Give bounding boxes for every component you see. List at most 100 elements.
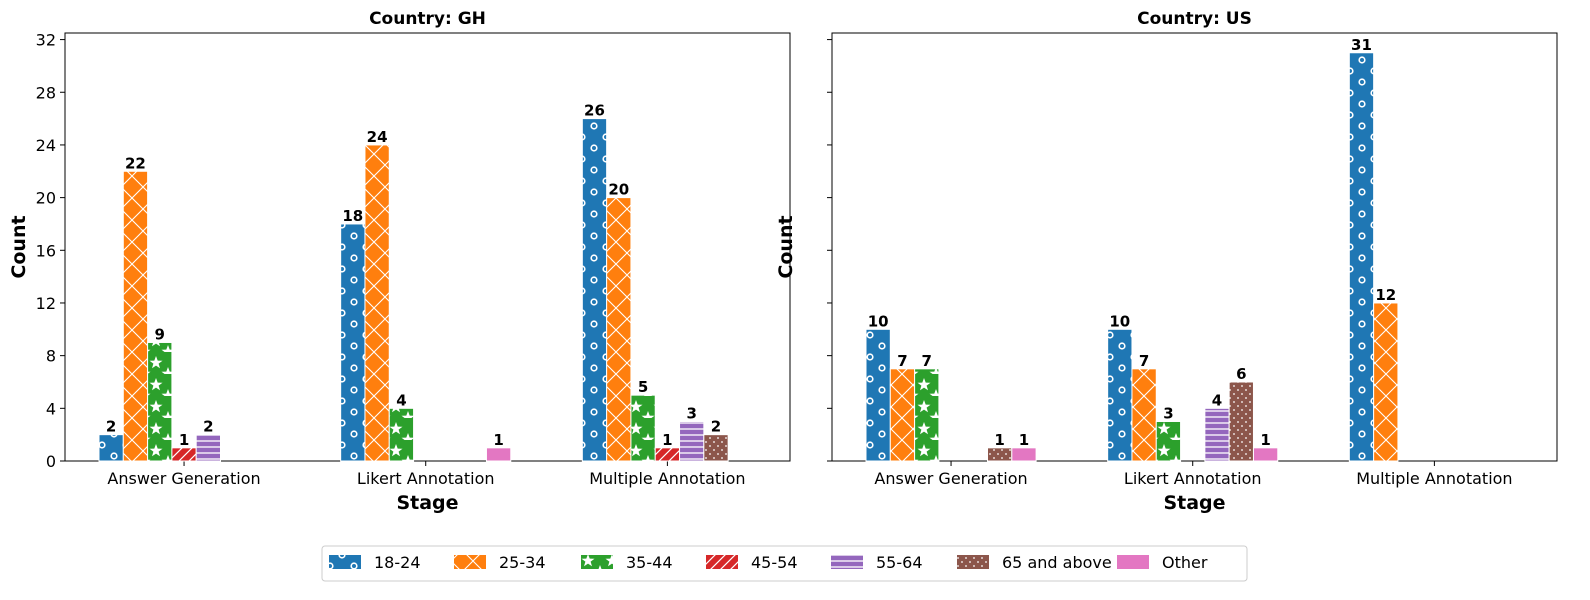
panel-title: Country: GH xyxy=(369,9,486,29)
plot-frame xyxy=(831,32,1558,462)
y-tick-label: 8 xyxy=(46,347,56,366)
data-label: 4 xyxy=(1212,391,1222,409)
bar-18-24-answer-generation xyxy=(865,328,891,462)
bar-other-likert-annotation xyxy=(1252,447,1279,462)
bar-hatch xyxy=(655,447,680,461)
legend: 18-24 25-34 35-44 45-54 55-64 65 and above Oth… xyxy=(321,545,1248,582)
legend-label: 18-24 xyxy=(374,553,421,572)
bar-55-64-answer-generation xyxy=(195,434,221,462)
y-axis-label: Count xyxy=(8,215,30,278)
data-label: 1 xyxy=(1019,431,1029,449)
bar-65-and-above-multiple-annotation xyxy=(703,434,729,462)
bar-hatch xyxy=(147,342,172,461)
bar-hatch xyxy=(1156,421,1181,461)
y-tick-label: 24 xyxy=(36,136,56,155)
bar-25-34-likert-annotation xyxy=(364,144,390,462)
bar-edge xyxy=(195,434,221,462)
y-tick-label: 4 xyxy=(46,399,56,418)
bar-edge xyxy=(364,144,390,462)
data-label: 1 xyxy=(493,431,503,449)
y-tick-label: 20 xyxy=(36,189,56,208)
legend-label: 25-34 xyxy=(499,553,546,572)
data-label: 7 xyxy=(897,352,907,370)
data-label: 10 xyxy=(868,312,889,330)
legend-label: Other xyxy=(1162,553,1208,572)
bar-55-64-likert-annotation xyxy=(1204,407,1230,462)
legend-swatch-hatch xyxy=(581,555,613,569)
bar-edge xyxy=(485,447,512,462)
bar-hatch xyxy=(1349,52,1374,461)
bar-25-34-multiple-annotation xyxy=(606,197,632,462)
bar-edge xyxy=(1131,368,1157,462)
bar-35-44-likert-annotation xyxy=(388,407,415,462)
x-axis-label: Stage xyxy=(396,492,458,514)
bar-hatch xyxy=(340,223,365,461)
bar-hatch xyxy=(582,118,607,461)
bar-hatch xyxy=(703,434,729,461)
data-label: 3 xyxy=(1163,404,1173,422)
bar-65-and-above-answer-generation xyxy=(987,447,1013,462)
bar-other-answer-generation xyxy=(1011,447,1037,462)
legend-entry-55-64: 55-64 xyxy=(831,553,923,572)
y-tick-label: 32 xyxy=(36,31,56,50)
bar-hatch xyxy=(630,395,656,461)
x-axis-label: Stage xyxy=(1163,492,1225,514)
panel-country-us: Country: US Count Stage Answer Generation 10… xyxy=(775,9,1558,514)
bar-fill xyxy=(1253,447,1278,461)
bar-edge xyxy=(388,407,415,462)
bar-hatch xyxy=(606,197,631,461)
data-label: 2 xyxy=(203,418,213,436)
data-label: 22 xyxy=(125,154,146,172)
x-tick-label: Likert Annotation xyxy=(1124,469,1262,488)
bar-hatch xyxy=(914,368,939,461)
bar-hatch xyxy=(1229,381,1254,461)
legend-label: 35-44 xyxy=(626,553,673,572)
data-label: 1 xyxy=(662,431,672,449)
data-label: 3 xyxy=(686,404,696,422)
bar-edge xyxy=(1228,381,1254,462)
bar-hatch xyxy=(123,171,148,461)
x-tick-label: Multiple Annotation xyxy=(589,469,745,488)
bar-hatch xyxy=(890,368,915,461)
data-label: 1 xyxy=(994,431,1004,449)
data-label: 2 xyxy=(711,418,721,436)
bar-hatch xyxy=(1107,329,1132,461)
data-label: 12 xyxy=(1375,286,1396,304)
panel-title: Country: US xyxy=(1137,9,1252,29)
legend-swatch xyxy=(1117,555,1149,569)
data-label: 31 xyxy=(1351,36,1372,54)
data-label: 6 xyxy=(1236,365,1246,383)
data-label: 24 xyxy=(367,128,388,146)
x-tick-label: Answer Generation xyxy=(107,469,260,488)
bar-18-24-likert-annotation xyxy=(340,223,366,462)
y-tick-label: 28 xyxy=(36,83,56,102)
data-label: 9 xyxy=(155,325,165,343)
y-axis-label: Count xyxy=(775,215,797,278)
legend-swatch-hatch xyxy=(706,555,738,569)
bar-18-24-multiple-annotation xyxy=(1348,52,1375,462)
legend-label: 65 and above xyxy=(1002,553,1112,572)
y-tick-label: 0 xyxy=(46,452,56,471)
bar-hatch xyxy=(364,144,390,461)
bar-35-44-likert-annotation xyxy=(1155,420,1182,462)
bar-25-34-likert-annotation xyxy=(1131,368,1157,462)
y-tick-label: 12 xyxy=(36,294,56,313)
legend-swatch-hatch xyxy=(831,555,863,569)
bar-hatch xyxy=(987,447,1012,461)
bar-other-likert-annotation xyxy=(485,447,512,462)
bar-edge xyxy=(703,434,729,462)
bar-hatch xyxy=(1373,302,1398,461)
bar-18-24-multiple-annotation xyxy=(581,118,608,462)
bar-edge xyxy=(147,341,173,462)
legend-entry-45-54: 45-54 xyxy=(706,553,798,572)
data-label: 18 xyxy=(342,207,363,225)
bar-edge xyxy=(606,197,632,462)
bar-18-24-likert-annotation xyxy=(1107,328,1133,462)
bar-edge xyxy=(1011,447,1037,462)
bar-fill xyxy=(1011,447,1037,461)
bar-hatch xyxy=(679,421,704,461)
data-label: 5 xyxy=(638,378,648,396)
